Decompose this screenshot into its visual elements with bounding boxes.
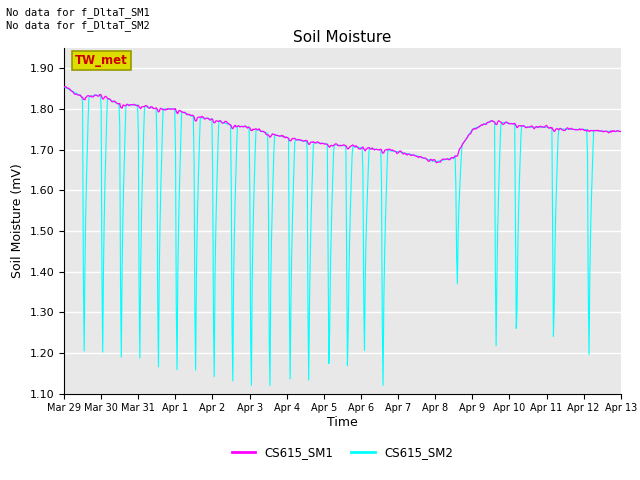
Text: TW_met: TW_met — [75, 54, 128, 67]
Legend: CS615_SM1, CS615_SM2: CS615_SM1, CS615_SM2 — [227, 441, 458, 464]
X-axis label: Time: Time — [327, 416, 358, 429]
Text: No data for f_DltaT_SM1
No data for f_DltaT_SM2: No data for f_DltaT_SM1 No data for f_Dl… — [6, 7, 150, 31]
Title: Soil Moisture: Soil Moisture — [293, 30, 392, 46]
Y-axis label: Soil Moisture (mV): Soil Moisture (mV) — [11, 163, 24, 278]
